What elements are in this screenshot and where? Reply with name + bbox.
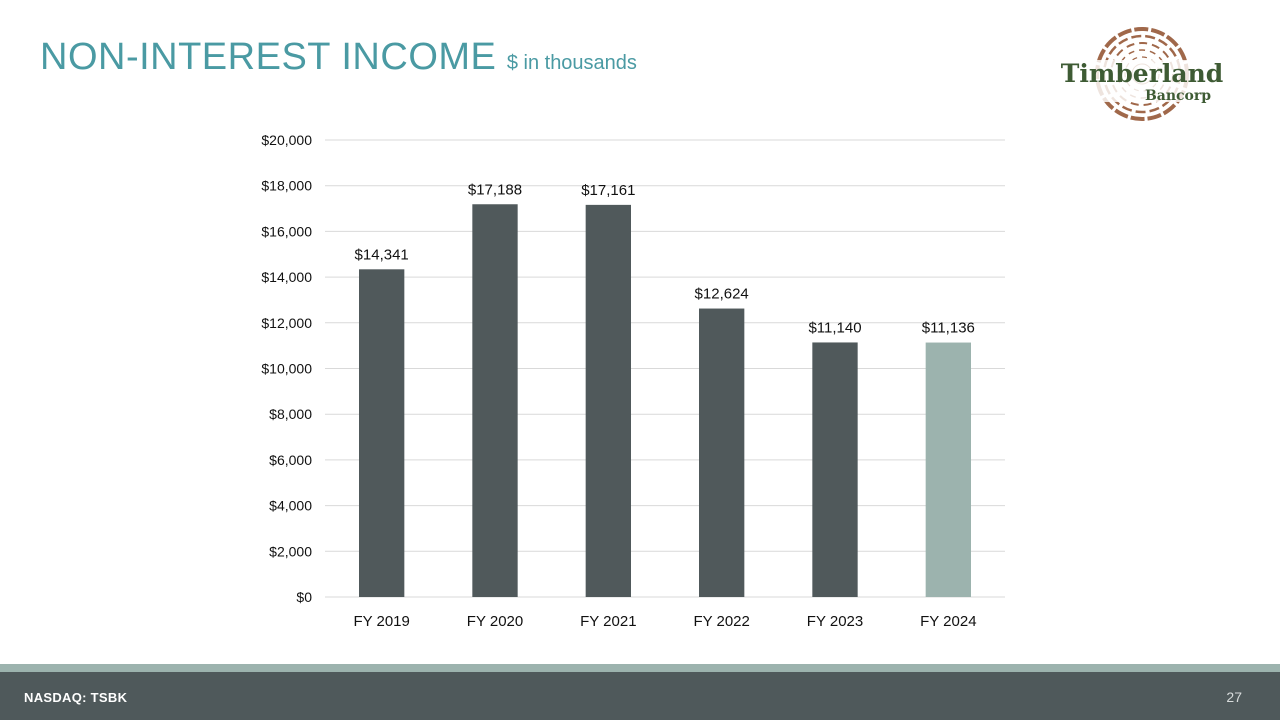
data-label: $11,140 [808,319,861,336]
y-tick-label: $18,000 [261,178,312,194]
y-tick-label: $2,000 [269,543,312,559]
data-label: $17,161 [581,182,635,199]
logo-line1: Timberland [1061,59,1223,88]
bar-chart: $0 $2,000 $4,000 $6,000 $8,000 $10,000 $12,000… [261,132,1005,630]
x-tick-label: FY 2023 [807,613,863,630]
x-tick-label: FY 2019 [353,613,409,630]
y-tick-label: $20,000 [261,132,312,148]
company-logo: Timberland Bancorp [1056,26,1228,126]
title-main: NON-INTEREST INCOME [40,36,497,78]
bar [472,204,518,597]
y-tick-label: $16,000 [261,223,312,239]
data-label: $12,624 [695,286,749,303]
x-tick-label: FY 2020 [467,613,523,630]
x-tick-label: FY 2024 [920,613,976,630]
y-tick-label: $0 [296,589,312,605]
bar [359,269,405,597]
logo-rings-icon: Timberland Bancorp [1058,27,1228,121]
y-tick-label: $12,000 [261,315,312,331]
y-tick-label: $6,000 [269,452,312,468]
bar [699,308,745,597]
footer-bar: NASDAQ: TSBK 27 [0,672,1280,720]
data-label: $11,136 [922,320,975,337]
data-label: $17,188 [468,181,522,198]
footer-ticker: NASDAQ: TSBK [24,690,128,705]
logo-line2: Bancorp [1145,88,1211,104]
bar [812,342,858,597]
y-tick-label: $10,000 [261,361,312,377]
x-tick-label: FY 2022 [693,613,749,630]
x-tick-label: FY 2021 [580,613,636,630]
title-subtitle: $ in thousands [506,52,637,74]
y-tick-label: $14,000 [261,269,312,285]
page-title: NON-INTEREST INCOME $ in thousands [40,38,637,76]
bar [925,342,971,597]
y-tick-label: $8,000 [269,406,312,422]
y-tick-label: $4,000 [269,498,312,514]
footer-accent-band [0,664,1280,672]
bar [585,204,631,597]
data-label: $14,341 [355,246,409,263]
page-number: 27 [1226,689,1242,705]
